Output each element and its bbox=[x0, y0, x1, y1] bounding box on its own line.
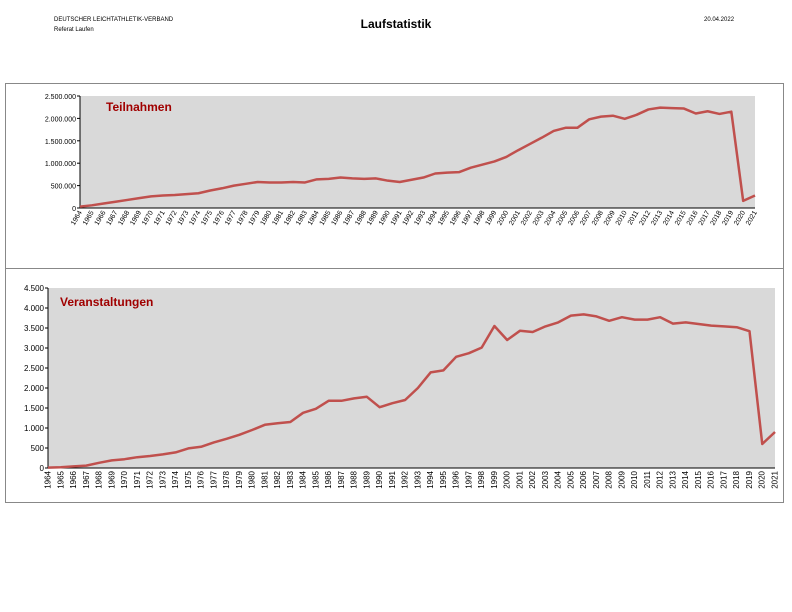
x-tick-label: 2003 bbox=[541, 470, 550, 488]
x-tick-label: 1973 bbox=[158, 470, 167, 488]
x-tick-label: 2012 bbox=[656, 470, 665, 488]
x-tick-label: 1987 bbox=[337, 470, 346, 488]
x-tick-label: 1981 bbox=[260, 470, 269, 488]
x-tick-label: 1983 bbox=[286, 470, 295, 488]
chart-title: Teilnahmen bbox=[106, 100, 172, 114]
data-line bbox=[79, 106, 756, 208]
x-tick-label: 1964 bbox=[44, 470, 53, 488]
x-tick-label: 2018 bbox=[732, 470, 741, 488]
x-tick-label: 1975 bbox=[184, 470, 193, 488]
x-tick-label: 2010 bbox=[615, 210, 629, 227]
chart-frame bbox=[5, 268, 784, 503]
y-tick-label: 0 bbox=[72, 206, 76, 213]
x-tick-label: 1986 bbox=[324, 470, 333, 488]
y-tick-label: 1.000 bbox=[24, 424, 45, 433]
y-tick-label: 2.000.000 bbox=[45, 116, 76, 123]
x-tick-label: 2002 bbox=[528, 470, 537, 488]
x-tick-label: 2007 bbox=[592, 470, 601, 488]
org: DEUTSCHER LEICHTATHLETIK-VERBAND bbox=[54, 17, 174, 23]
y-tick-label: 3.000 bbox=[24, 344, 45, 353]
x-tick-label: 1979 bbox=[235, 470, 244, 488]
x-tick-label: 2015 bbox=[694, 470, 703, 488]
x-tick-label: 2010 bbox=[630, 470, 639, 488]
x-tick-label: 1985 bbox=[311, 470, 320, 488]
y-tick-label: 2.500 bbox=[24, 364, 45, 373]
x-tick-label: 1990 bbox=[375, 470, 384, 488]
x-tick-label: 1994 bbox=[426, 470, 435, 488]
y-tick-label: 500.000 bbox=[51, 184, 76, 191]
x-tick-label: 2020 bbox=[758, 470, 767, 488]
y-tick-label: 3.500 bbox=[24, 324, 45, 333]
x-tick-label: 1992 bbox=[401, 470, 410, 488]
y-tick-label: 2.500.000 bbox=[45, 94, 76, 101]
x-tick-label: 1978 bbox=[222, 470, 231, 488]
x-tick-label: 1971 bbox=[133, 470, 142, 488]
x-tick-label: 2005 bbox=[566, 470, 575, 488]
chart-title: Veranstaltungen bbox=[60, 295, 153, 309]
x-tick-label: 2014 bbox=[681, 470, 690, 488]
x-tick-label: 2021 bbox=[771, 470, 780, 488]
x-tick-label: 2011 bbox=[643, 470, 652, 488]
y-tick-label: 4.500 bbox=[24, 284, 45, 293]
x-tick-label: 2001 bbox=[515, 470, 524, 488]
y-tick-label: 500 bbox=[31, 444, 45, 453]
x-tick-label: 1993 bbox=[413, 470, 422, 488]
x-tick-label: 1968 bbox=[95, 470, 104, 488]
y-tick-label: 0 bbox=[40, 464, 45, 473]
x-tick-label: 2000 bbox=[503, 470, 512, 488]
x-tick-label: 1976 bbox=[197, 470, 206, 488]
x-tick-label: 1996 bbox=[452, 470, 461, 488]
x-tick-label: 1966 bbox=[69, 470, 78, 488]
x-tick-label: 1967 bbox=[82, 470, 91, 488]
x-tick-label: 1999 bbox=[490, 470, 499, 488]
x-tick-label: 2017 bbox=[719, 470, 728, 488]
x-tick-label: 1970 bbox=[120, 470, 129, 488]
x-tick-label: 1980 bbox=[248, 470, 257, 488]
x-tick-label: 1998 bbox=[477, 470, 486, 488]
x-tick-label: 1965 bbox=[56, 470, 65, 488]
x-tick-label: 1991 bbox=[388, 470, 397, 488]
y-tick-label: 4.000 bbox=[24, 304, 45, 313]
x-tick-label: 1982 bbox=[273, 470, 282, 488]
x-tick-label: 1988 bbox=[350, 470, 359, 488]
y-tick-label: 1.000.000 bbox=[45, 161, 76, 168]
x-tick-label: 2013 bbox=[668, 470, 677, 488]
x-tick-label: 2021 bbox=[745, 210, 759, 227]
x-tick-label: 2006 bbox=[579, 470, 588, 488]
plot-area bbox=[48, 288, 775, 468]
x-tick-label: 2004 bbox=[554, 470, 563, 488]
x-tick-label: 1974 bbox=[171, 470, 180, 488]
y-tick-label: 1.500.000 bbox=[45, 139, 76, 146]
x-tick-label: 1977 bbox=[209, 470, 218, 488]
x-tick-label: 2009 bbox=[617, 470, 626, 488]
plot-area bbox=[80, 96, 755, 208]
x-tick-label: 2019 bbox=[745, 470, 754, 488]
y-tick-label: 1.500 bbox=[24, 404, 45, 413]
page-title: Laufstatistik bbox=[361, 17, 432, 31]
date: 20.04.2022 bbox=[704, 17, 735, 23]
data-line bbox=[47, 313, 776, 469]
y-tick-label: 2.000 bbox=[24, 384, 45, 393]
x-tick-label: 1984 bbox=[299, 470, 308, 488]
x-tick-label: 1989 bbox=[362, 470, 371, 488]
x-tick-label: 2008 bbox=[605, 470, 614, 488]
x-tick-label: 2016 bbox=[707, 470, 716, 488]
dept: Referat Laufen bbox=[54, 27, 94, 33]
x-tick-label: 1972 bbox=[146, 470, 155, 488]
x-tick-label: 1995 bbox=[439, 470, 448, 488]
x-tick-label: 1969 bbox=[107, 470, 116, 488]
x-tick-label: 1997 bbox=[464, 470, 473, 488]
